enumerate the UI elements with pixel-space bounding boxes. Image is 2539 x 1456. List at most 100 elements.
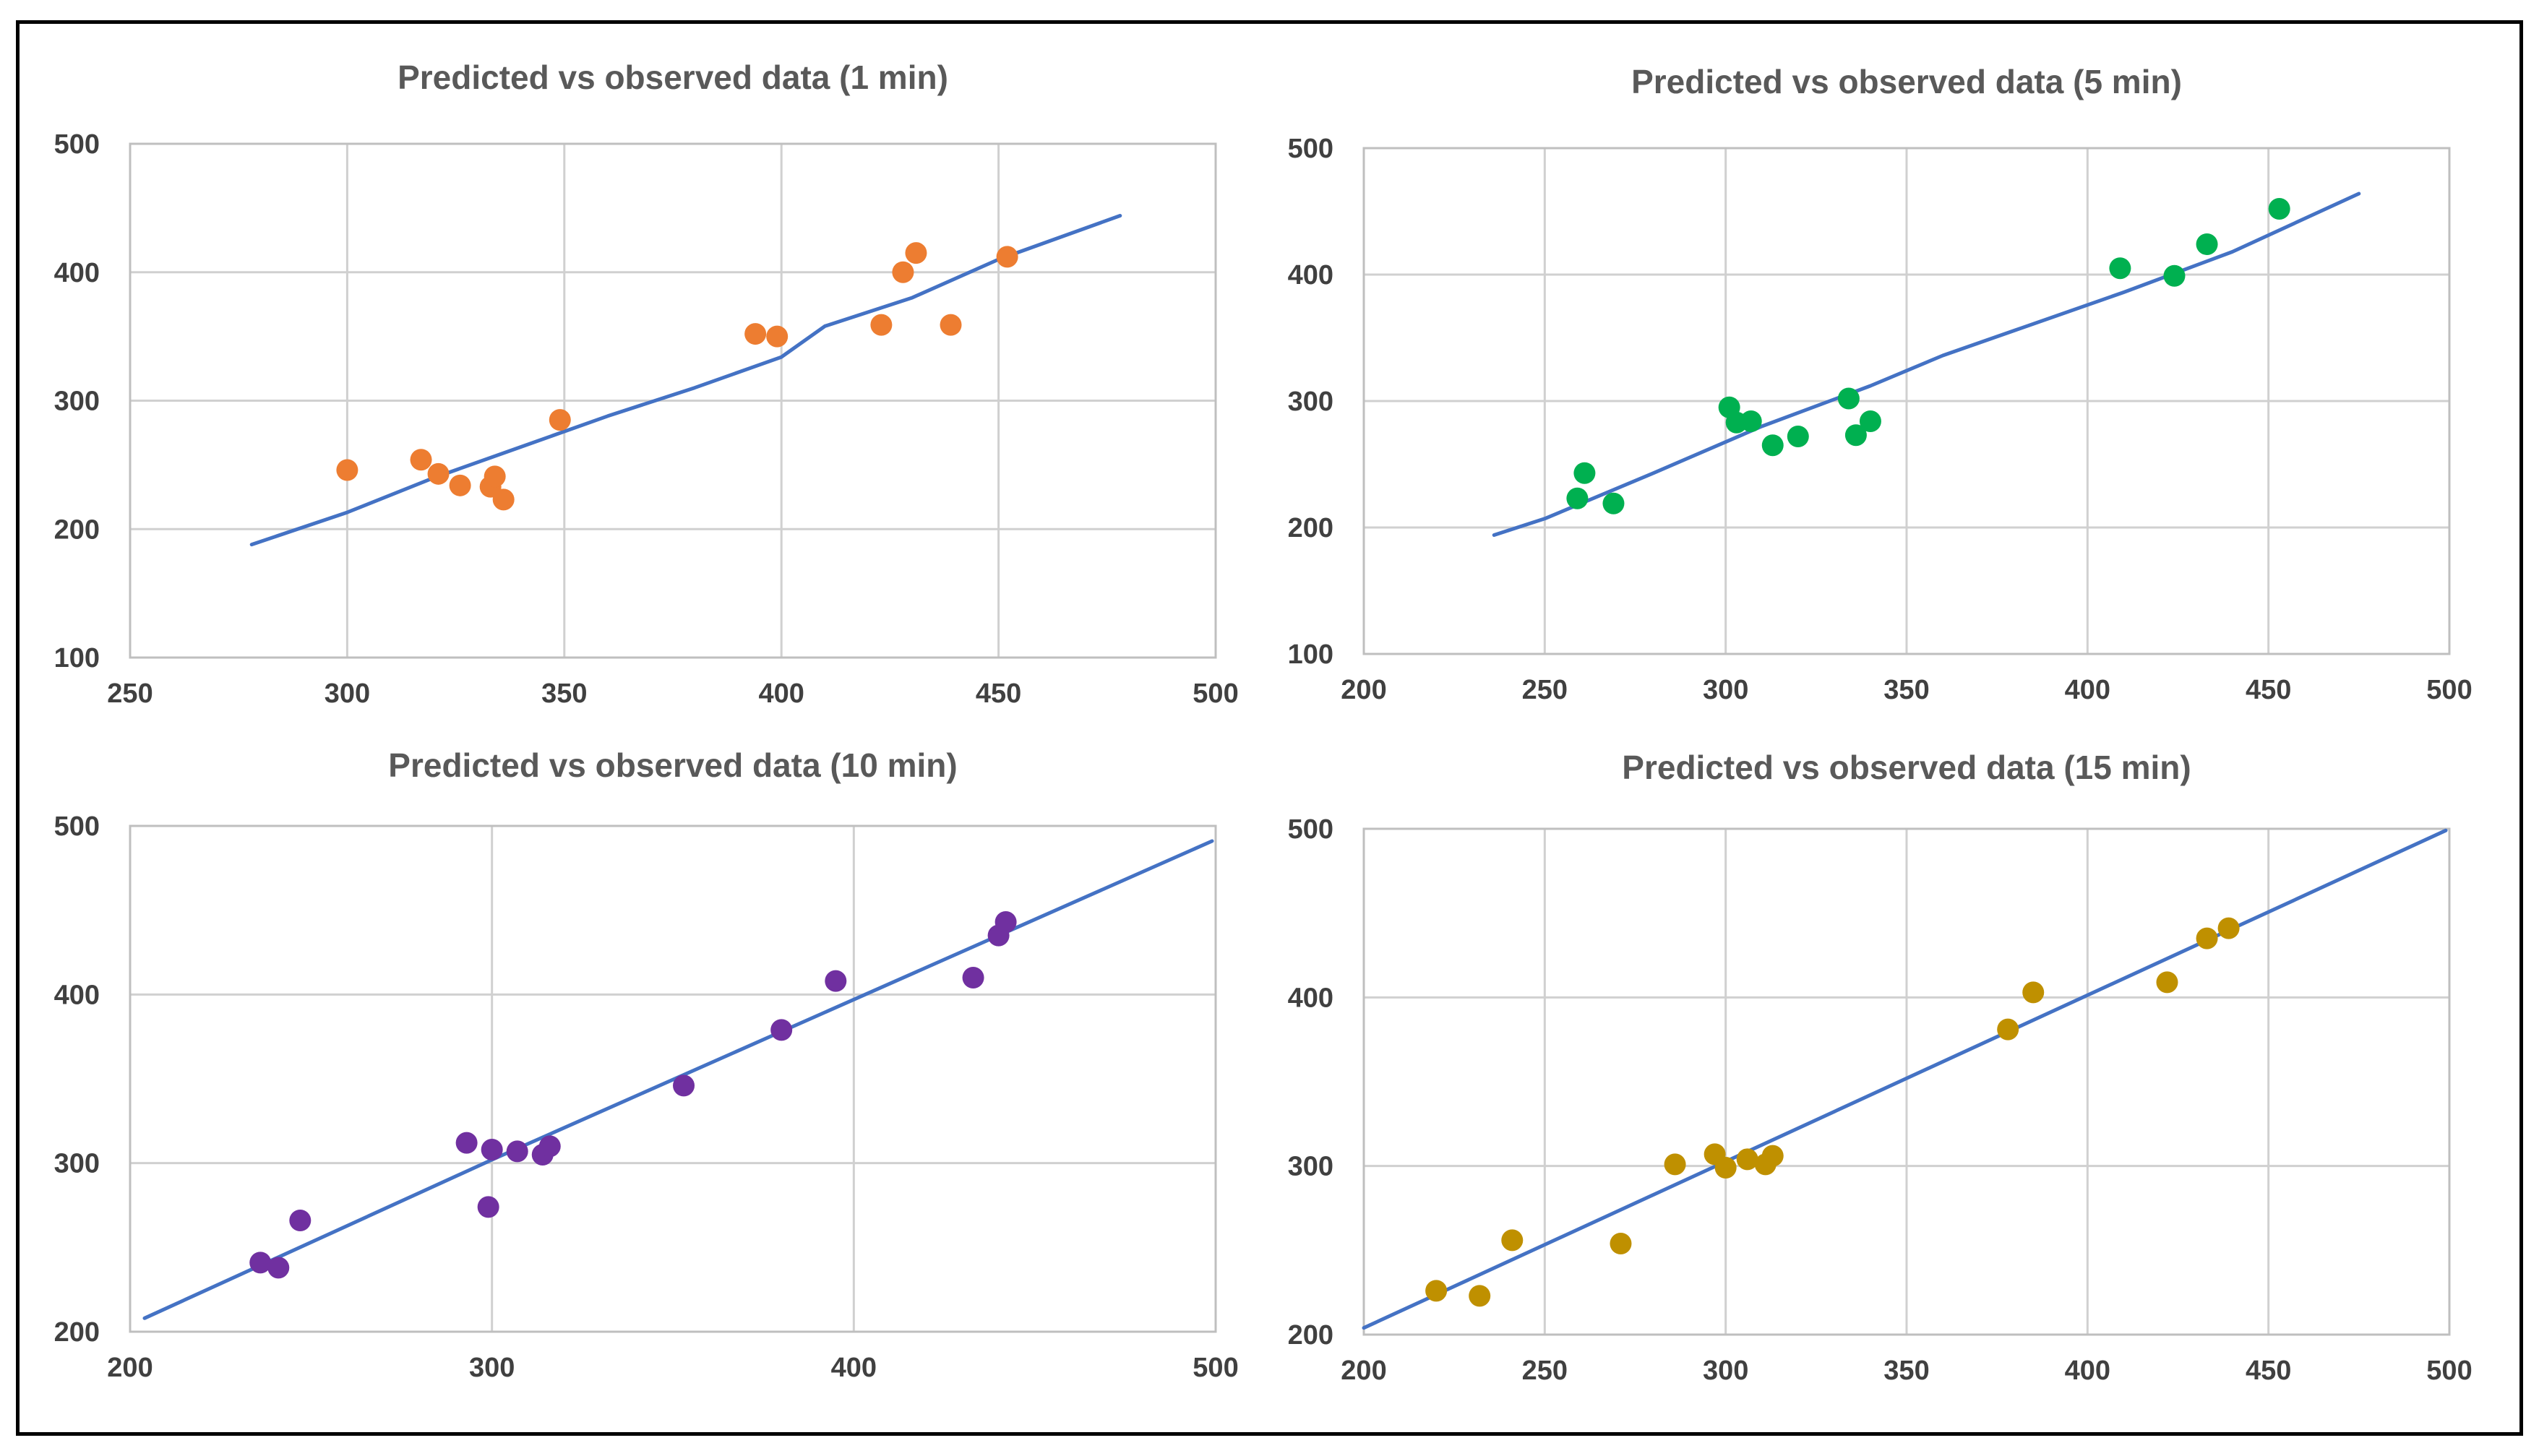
observed-point [477,1196,499,1218]
observed-point [1425,1280,1448,1302]
observed-point [892,261,914,283]
observed-point [1501,1229,1524,1252]
observed-point [1714,1157,1737,1179]
x-tick-label: 500 [2426,1356,2472,1386]
plot-area-border [129,824,1217,1333]
observed-point [744,323,767,345]
observed-point [1761,434,1784,457]
observed-point [905,242,927,264]
observed-point [766,325,789,348]
chart-title: Predicted vs observed data (15 min) [1622,749,2191,786]
y-tick-label: 100 [54,643,100,673]
observed-point [449,474,471,496]
observed-point [427,462,450,485]
predicted-line-10min [142,839,1214,1320]
y-tick-label: 400 [1288,983,1333,1013]
chart-panel-1min: Predicted vs observed data (1 min) 250 300… [20,24,1284,728]
observed-point [2109,257,2131,280]
observed-point [538,1135,561,1158]
x-tick-label: 500 [1193,679,1238,709]
chart-title: Predicted vs observed data (5 min) [1631,63,2182,100]
chart-panel-10min: Predicted vs observed data (10 min) 200 30… [20,728,1284,1433]
chart-panel-15min: Predicted vs observed data (15 min) 200 25… [1263,728,2527,1433]
x-tick-label: 250 [1522,675,1568,705]
chart-panel-5min: Predicted vs observed data (5 min) 200 250… [1263,24,2527,728]
observed-point [673,1074,695,1097]
observed-point [1761,1145,1784,1167]
observed-point [336,459,358,481]
predicted-line-5min [1492,191,2361,537]
x-tick-label: 450 [976,679,1021,709]
x-tick-label: 200 [107,1353,152,1383]
observed-point [2196,233,2218,255]
plot-area-border [1362,827,2451,1336]
chart-title: Predicted vs observed data (10 min) [388,746,957,784]
chart-svg-10min: Predicted vs observed data (10 min) 200 30… [54,746,1239,1383]
x-tick-label: 300 [1703,675,1748,705]
y-tick-label: 300 [54,1149,100,1179]
observed-point [484,465,506,488]
observed-point [1469,1285,1491,1307]
plot-area-border [1362,147,2451,655]
observed-point [481,1139,503,1160]
observed-point [289,1210,312,1231]
y-tick-label: 400 [54,258,100,288]
observed-point [2163,264,2186,287]
observed-point [2156,971,2178,994]
observed-point [996,246,1018,268]
chart-svg-5min: Predicted vs observed data (5 min) 200 250… [1288,63,2473,705]
observed-point [549,409,571,431]
observed-point [994,911,1017,933]
observed-point [1837,387,1860,410]
x-tick-label: 400 [2065,1356,2110,1386]
observed-point [1736,1148,1758,1171]
x-tick-label: 300 [1703,1356,1748,1386]
predicted-line-15min [1362,828,2448,1330]
y-tick-label: 200 [1288,513,1333,543]
x-tick-label: 350 [1883,675,1929,705]
observed-point [249,1252,272,1274]
observed-point [492,488,515,511]
observed-point [1859,410,1881,432]
x-tick-label: 400 [2065,675,2110,705]
y-tick-label: 400 [1288,260,1333,290]
x-tick-label: 200 [1341,1356,1386,1386]
observed-point [267,1257,290,1279]
x-tick-label: 250 [1522,1356,1568,1386]
x-tick-label: 300 [469,1353,515,1383]
observed-point [2022,981,2045,1004]
y-tick-label: 200 [54,514,100,545]
observed-point [1573,462,1596,484]
observed-point [1602,492,1625,514]
x-tick-label: 250 [107,679,152,709]
predicted-line-1min [249,214,1122,547]
observed-point [1664,1153,1686,1176]
observed-point [410,449,432,471]
observed-point [1997,1018,2019,1041]
x-tick-label: 500 [1193,1353,1238,1383]
x-tick-label: 300 [325,679,370,709]
x-tick-label: 350 [1883,1356,1929,1386]
observed-point [1566,487,1589,509]
x-tick-label: 400 [831,1353,877,1383]
plot-area-border [129,142,1217,659]
observed-point [1610,1233,1632,1254]
observed-point [962,967,984,988]
observed-point [770,1019,793,1041]
y-tick-label: 500 [54,811,100,842]
x-tick-label: 400 [758,679,804,709]
x-tick-label: 450 [2246,675,2291,705]
observed-point [455,1132,478,1154]
y-tick-label: 300 [1288,387,1333,417]
y-tick-label: 200 [1288,1320,1333,1351]
observed-point [2268,198,2290,220]
observed-point [825,970,847,992]
x-tick-label: 450 [2246,1356,2291,1386]
y-tick-label: 300 [54,387,100,417]
observed-point [1740,410,1762,432]
observed-point [506,1140,528,1163]
y-tick-label: 200 [54,1317,100,1348]
y-tick-label: 400 [54,980,100,1010]
x-tick-label: 350 [541,679,587,709]
y-tick-label: 300 [1288,1152,1333,1182]
